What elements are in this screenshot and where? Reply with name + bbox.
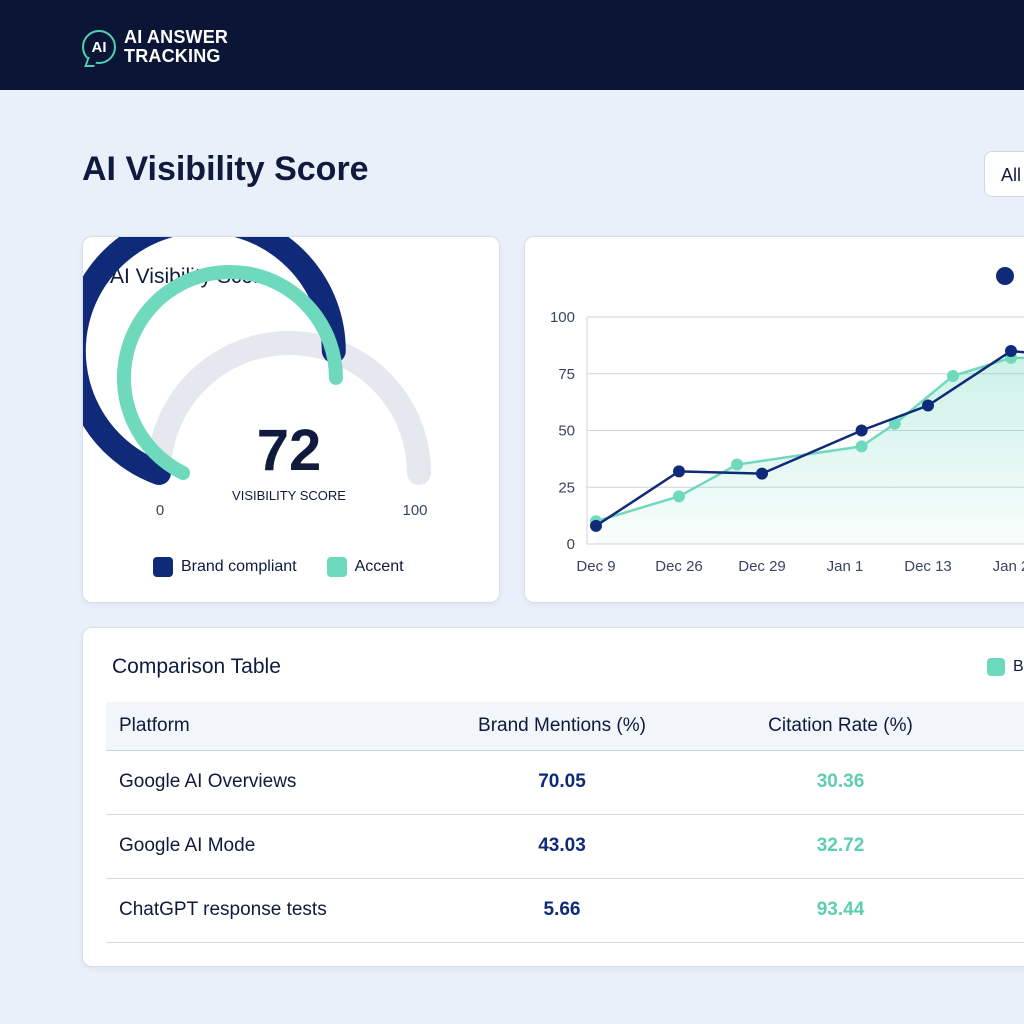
top-navigation-bar: AI AI ANSWER TRACKING xyxy=(0,0,1024,90)
x-tick-label: Jan 1 xyxy=(827,558,864,575)
brand-point xyxy=(756,467,768,480)
cell-platform: Google AI Overviews xyxy=(106,750,406,815)
gauge-accent-arc xyxy=(116,265,343,480)
legend-swatch-brand xyxy=(153,557,173,577)
gauge-brand-arc xyxy=(83,237,346,485)
trend-line-chart: 0 25 50 75 100 Dec 9 Dec 26 Dec 29 Jan 1 Dec 13 Ja… xyxy=(550,309,1024,575)
cell-citation: 93.44 xyxy=(718,878,963,943)
brand-point xyxy=(922,399,934,412)
cell-citation: 32.72 xyxy=(718,814,963,879)
y-tick-label: 25 xyxy=(558,479,575,496)
table-row[interactable]: Google AI Mode 43.03 32.72 xyxy=(106,814,1024,879)
header-extra xyxy=(963,702,1024,751)
logo-line-2: TRACKING xyxy=(124,46,221,66)
comparison-table: Platform Brand Mentions (%) Citation Rat… xyxy=(106,702,1024,943)
brand-point xyxy=(590,519,602,532)
trend-chart-card: 0 25 50 75 100 Dec 9 Dec 26 Dec 29 Jan 1 Dec 13 Ja… xyxy=(524,236,1024,603)
y-tick-label: 75 xyxy=(558,366,575,383)
table-header-row: Platform Brand Mentions (%) Citation Rat… xyxy=(106,702,1024,751)
legend-label-brand: Brand compliant xyxy=(181,558,297,575)
score-caption: VISIBILITY SCORE xyxy=(232,488,346,503)
brand-point xyxy=(673,465,685,478)
header-citation-rate[interactable]: Citation Rate (%) xyxy=(718,702,963,751)
page-title: AI Visibility Score xyxy=(82,150,369,188)
x-tick-label: Dec 26 xyxy=(655,558,703,575)
cell-mentions: 43.03 xyxy=(406,814,718,879)
x-tick-label: Jan 2 xyxy=(993,558,1024,575)
legend-label-accent: Accent xyxy=(354,558,404,575)
legend-item-accent[interactable]: Accent xyxy=(326,557,404,577)
logo-line-1: AI ANSWER xyxy=(124,27,229,47)
gauge-track xyxy=(147,331,431,485)
table-card-title: Comparison Table xyxy=(112,655,281,678)
cell-platform: ChatGPT response tests xyxy=(106,878,406,943)
cell-mentions: 5.66 xyxy=(406,878,718,943)
x-tick-label: Dec 29 xyxy=(738,558,786,575)
accent-point xyxy=(731,458,744,471)
gauge-max-label: 100 xyxy=(402,502,427,519)
legend-swatch-accent xyxy=(326,557,347,577)
logo-text: AI ANSWER TRACKING xyxy=(124,28,228,66)
table-row[interactable]: Google AI Overviews 70.05 30.36 xyxy=(106,750,1024,815)
filter-dropdown[interactable]: All xyxy=(984,151,1024,197)
cell-platform: Google AI Mode xyxy=(106,814,406,879)
accent-point xyxy=(855,440,868,453)
cell-mentions: 70.05 xyxy=(406,750,718,815)
visibility-score-card: AI Visibility Score 72 VISIBILITY SCORE … xyxy=(82,236,500,603)
comparison-table-card: Comparison Table B Platform Brand Mentio… xyxy=(82,627,1024,967)
y-tick-label: 0 xyxy=(567,536,575,553)
table-legend-swatch[interactable] xyxy=(987,658,1005,676)
brand-point xyxy=(1005,345,1017,358)
y-tick-label: 100 xyxy=(550,309,575,326)
accent-series-line xyxy=(595,356,1024,523)
gauge-legend: Brand compliant Accent xyxy=(153,557,434,577)
table-legend-label: B xyxy=(1013,658,1024,675)
score-value: 72 xyxy=(257,418,322,483)
y-tick-label: 50 xyxy=(558,423,575,440)
legend-item-brand[interactable]: Brand compliant xyxy=(153,557,297,577)
logo-chat-icon: AI xyxy=(82,30,116,64)
cell-extra xyxy=(963,750,1024,815)
visibility-gauge: 72 VISIBILITY SCORE 0 100 xyxy=(83,237,431,519)
app-logo[interactable]: AI AI ANSWER TRACKING xyxy=(82,28,228,66)
gauge-min-label: 0 xyxy=(156,502,164,519)
x-tick-label: Dec 13 xyxy=(904,558,952,575)
cell-extra xyxy=(963,814,1024,879)
cell-extra xyxy=(963,878,1024,943)
brand-point xyxy=(855,424,868,437)
header-brand-mentions[interactable]: Brand Mentions (%) xyxy=(406,702,718,751)
accent-point xyxy=(673,490,685,503)
header-platform[interactable]: Platform xyxy=(106,702,406,751)
accent-point xyxy=(888,417,901,430)
x-tick-label: Dec 9 xyxy=(576,558,615,575)
chart-legend-dot[interactable] xyxy=(996,267,1014,285)
accent-point xyxy=(946,370,959,383)
cell-citation: 30.36 xyxy=(718,750,963,815)
accent-area xyxy=(596,357,1024,544)
table-row[interactable]: ChatGPT response tests 5.66 93.44 xyxy=(106,878,1024,943)
